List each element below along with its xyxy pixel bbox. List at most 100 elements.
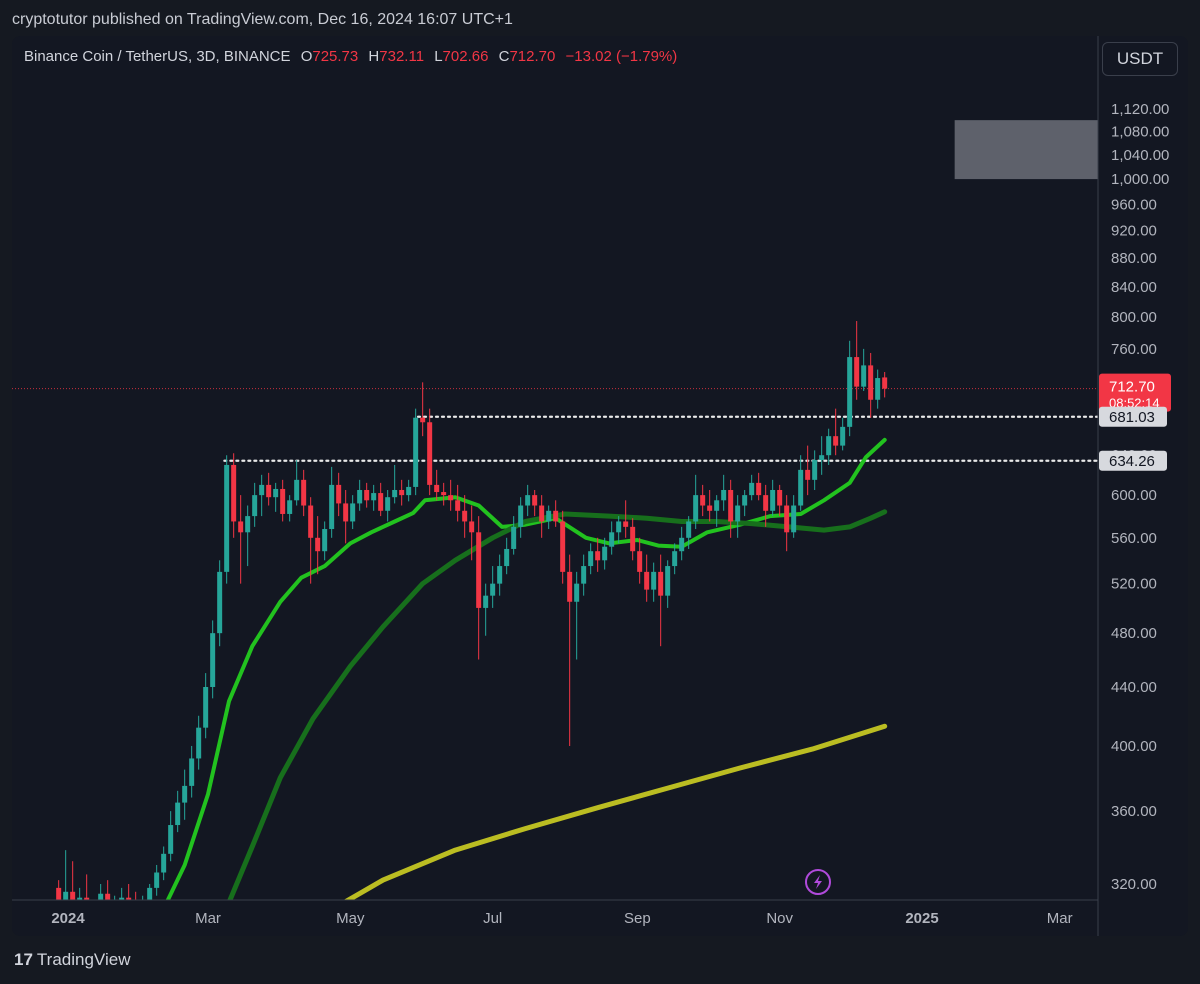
candle-body [469, 521, 475, 533]
candle [651, 562, 657, 602]
y-tick-label: 800.00 [1111, 309, 1157, 326]
ma-line-3 [343, 723, 888, 900]
candle [140, 895, 145, 912]
currency-button[interactable]: USDT [1102, 42, 1178, 76]
level-price-tag [1099, 450, 1167, 471]
candle [343, 489, 349, 544]
x-tick-label: Mar [195, 910, 221, 927]
candle-body [518, 505, 524, 527]
candle [511, 516, 517, 555]
plot-area [12, 120, 1098, 918]
candle [693, 474, 699, 530]
tradingview-logo[interactable]: 17 TradingView [14, 950, 130, 970]
candle-body [637, 551, 643, 572]
candle [63, 850, 69, 900]
candle-body [553, 510, 559, 522]
open-value: 725.73 [312, 48, 359, 65]
candle-body [546, 510, 552, 522]
candle-body [301, 479, 307, 506]
y-tick-label: 400.00 [1111, 738, 1157, 755]
candle-body [140, 902, 145, 912]
y-tick-label: 360.00 [1111, 803, 1157, 820]
candle [91, 899, 96, 918]
y-tick-label: 840.00 [1111, 279, 1157, 296]
candle [798, 455, 804, 511]
candle-body [126, 897, 132, 900]
candle-body [826, 436, 832, 456]
candle-body [238, 521, 244, 533]
y-tick-label: 480.00 [1111, 625, 1157, 642]
candle [497, 554, 503, 596]
candle [623, 500, 629, 538]
publish-header: cryptotutor published on TradingView.com… [0, 0, 1200, 36]
candle [294, 460, 300, 506]
candle-body [168, 825, 174, 854]
candle-body [819, 455, 825, 461]
candle [399, 479, 405, 506]
candle [546, 505, 552, 530]
candle [742, 489, 748, 517]
candle-body [434, 484, 440, 493]
candle [791, 495, 797, 538]
footer: 17 TradingView [0, 936, 1200, 984]
change-value: −13.02 (−1.79%) [565, 48, 678, 65]
candle [525, 484, 531, 517]
candle-body [525, 495, 531, 506]
candle [119, 887, 125, 900]
last-price-tag [1099, 373, 1171, 412]
candle-body [91, 910, 96, 918]
candle [854, 321, 860, 400]
candle [315, 516, 321, 575]
candle-body [581, 566, 587, 584]
candle-body [847, 357, 853, 427]
candle-body [154, 872, 160, 888]
candle [812, 450, 818, 490]
candle-body [462, 510, 468, 522]
low-value: 702.66 [442, 48, 489, 65]
candle-body [672, 551, 678, 567]
candle [581, 554, 587, 596]
candle-body [259, 484, 265, 496]
candle [98, 884, 104, 900]
candlestick-chart[interactable]: 1,120.00 1,080.00 1,040.00 1,000.00 960.00 92… [12, 36, 1188, 936]
candle-body [427, 422, 433, 485]
candle-body [280, 488, 286, 514]
candle-body [371, 493, 377, 501]
candle-body [658, 571, 664, 596]
candle-body [56, 887, 62, 900]
candle [175, 790, 181, 833]
candle-body [770, 489, 776, 511]
candle [196, 715, 202, 770]
candle [630, 518, 636, 561]
candle [560, 510, 566, 584]
candle-body [854, 357, 860, 387]
candle [350, 495, 356, 530]
candle-body [175, 802, 181, 826]
y-tick-label: 600.00 [1111, 487, 1157, 504]
candle [406, 479, 412, 502]
candle [707, 489, 713, 522]
candle [868, 352, 874, 418]
candle-body [385, 497, 391, 511]
candle [462, 495, 468, 538]
candle [616, 516, 622, 544]
candle-body [364, 489, 370, 501]
candle-body [329, 484, 335, 530]
candle [266, 472, 272, 506]
candle [679, 526, 685, 561]
candle [728, 479, 734, 538]
candle [504, 537, 510, 575]
candle-body [735, 505, 741, 522]
x-tick-label: Mar [1047, 910, 1073, 927]
candle-body [861, 365, 867, 387]
candle-body [483, 595, 489, 608]
candle-body [322, 529, 328, 552]
candle-body [763, 495, 769, 511]
high-value: 732.11 [379, 48, 425, 65]
candle [252, 482, 258, 527]
candle [735, 495, 741, 538]
chart-panel[interactable]: 1,120.00 1,080.00 1,040.00 1,000.00 960.00 92… [12, 36, 1188, 936]
candle [322, 521, 328, 561]
candle [833, 408, 839, 456]
candle [301, 469, 307, 517]
